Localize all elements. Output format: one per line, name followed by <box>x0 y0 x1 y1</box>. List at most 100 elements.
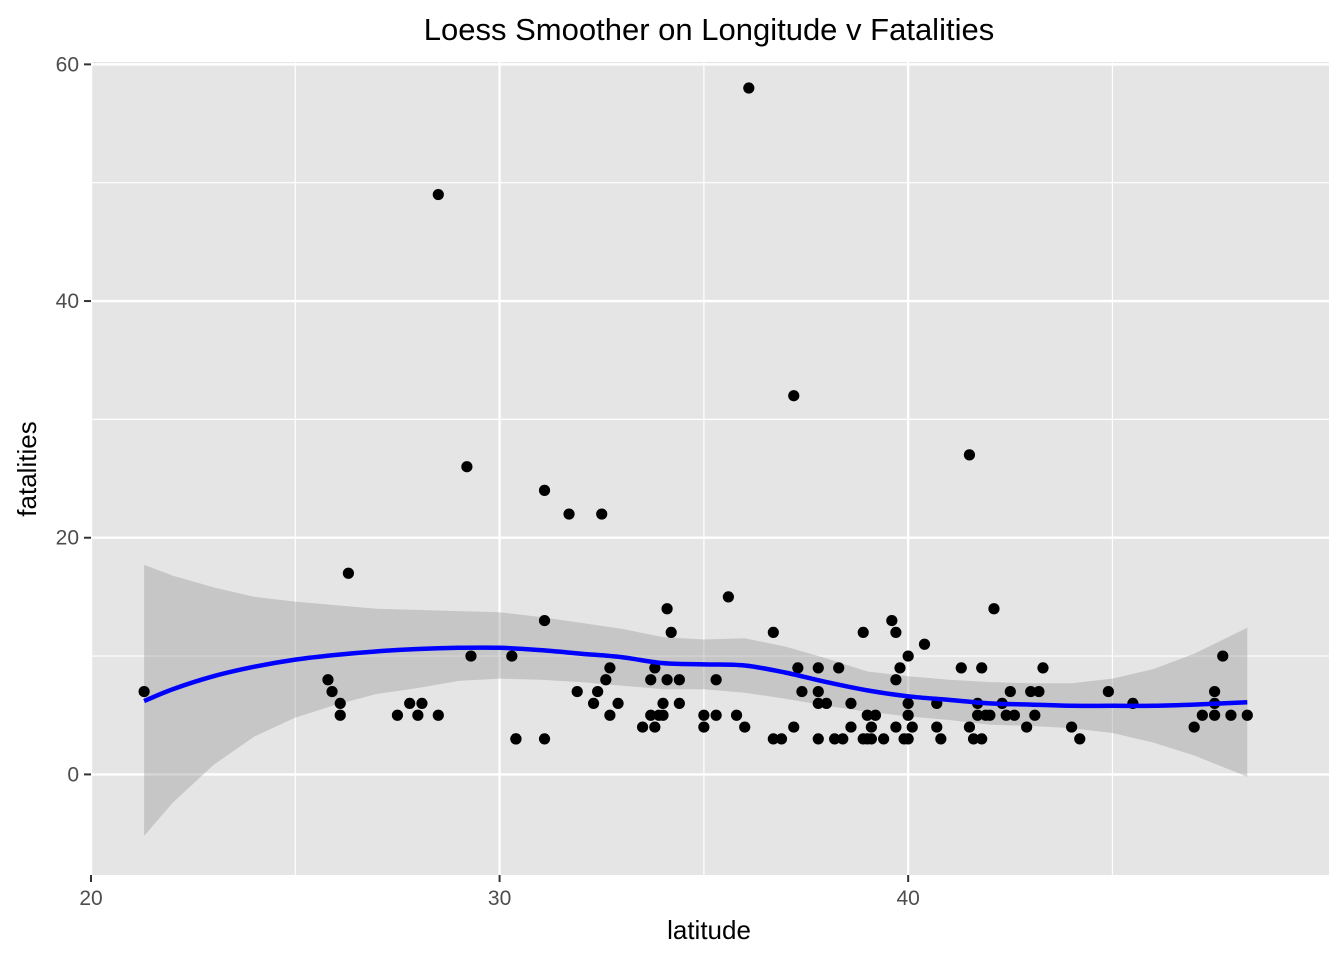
data-point <box>931 721 943 733</box>
data-point <box>829 733 841 745</box>
data-point <box>845 697 857 710</box>
y-tick-label: 20 <box>56 527 79 550</box>
data-point <box>657 709 669 721</box>
data-point <box>538 614 551 627</box>
x-tick-label: 30 <box>488 887 511 910</box>
data-point <box>767 733 779 745</box>
data-point <box>404 697 416 710</box>
data-point <box>645 674 657 686</box>
data-point <box>963 449 976 461</box>
data-point <box>1188 721 1200 733</box>
data-point <box>722 591 734 603</box>
data-point <box>322 674 334 686</box>
data-point <box>1065 721 1078 733</box>
data-point <box>538 484 551 496</box>
x-tick-label: 20 <box>79 887 102 910</box>
x-axis-label: latitude <box>667 915 751 945</box>
y-axis-label: fatalities <box>12 421 42 516</box>
data-point <box>510 733 522 745</box>
y-tick-labels: 0 20 40 60 <box>56 53 79 786</box>
data-point <box>963 721 976 733</box>
data-point <box>571 685 583 698</box>
data-point <box>1225 709 1237 721</box>
loess-line <box>143 645 1248 709</box>
data-point <box>612 697 624 710</box>
axis-ticks <box>84 63 910 882</box>
data-point <box>506 650 518 662</box>
y-tick-label: 40 <box>56 290 79 313</box>
data-point <box>865 733 877 745</box>
smoother-line <box>143 645 1248 709</box>
data-point <box>1241 709 1253 721</box>
data-point <box>432 709 444 721</box>
data-point <box>1021 721 1033 733</box>
data-point <box>1196 709 1208 721</box>
data-point <box>1217 650 1229 662</box>
data-point <box>788 390 800 402</box>
data-point <box>890 721 902 733</box>
data-point <box>649 662 661 674</box>
major-gridlines <box>89 62 1329 875</box>
data-point <box>812 697 824 710</box>
data-point <box>890 674 902 686</box>
data-point <box>1102 685 1114 698</box>
data-point <box>604 662 616 674</box>
data-point <box>710 674 722 686</box>
data-point <box>902 709 914 721</box>
data-point <box>1029 709 1041 721</box>
data-point <box>342 567 355 579</box>
data-point <box>833 662 845 674</box>
data-point <box>710 709 722 721</box>
data-point <box>820 697 833 710</box>
data-point <box>1008 709 1020 721</box>
data-point <box>465 650 477 662</box>
data-point <box>1208 685 1221 698</box>
data-point <box>812 685 824 698</box>
data-point <box>967 733 980 745</box>
data-point <box>739 721 751 733</box>
data-point <box>657 697 669 710</box>
data-point <box>698 721 710 733</box>
data-point <box>673 697 685 710</box>
data-point <box>600 674 612 686</box>
data-point <box>894 662 906 674</box>
data-point <box>902 733 914 745</box>
data-point <box>563 508 575 520</box>
data-point <box>767 626 779 639</box>
y-tick-label: 60 <box>56 53 79 76</box>
data-point <box>416 697 428 710</box>
data-point <box>988 603 1000 615</box>
data-point <box>1000 709 1012 721</box>
data-point <box>698 709 710 721</box>
data-point <box>649 721 661 733</box>
plot-panel <box>91 62 1329 875</box>
data-point <box>861 709 873 721</box>
data-point <box>665 626 677 639</box>
data-point <box>1004 685 1016 698</box>
data-point <box>902 697 914 710</box>
y-tick-label: 0 <box>67 763 79 786</box>
data-point <box>955 662 967 674</box>
data-point <box>918 638 931 650</box>
data-point <box>730 709 743 721</box>
data-point <box>432 188 444 201</box>
data-point <box>878 733 890 745</box>
confidence-band <box>144 564 1248 836</box>
data-point <box>935 733 947 745</box>
data-point <box>1033 685 1045 698</box>
data-point <box>334 697 346 710</box>
data-point <box>906 721 918 733</box>
data-point <box>812 662 824 674</box>
data-point <box>984 709 996 721</box>
data-point <box>661 674 673 686</box>
data-point <box>138 685 150 698</box>
data-point <box>587 697 600 710</box>
data-point <box>538 733 551 745</box>
data-point <box>1037 662 1049 674</box>
data-point <box>972 709 984 721</box>
chart-title: Loess Smoother on Longitude v Fatalities <box>424 12 994 47</box>
data-point <box>645 709 657 721</box>
data-point <box>326 685 338 698</box>
data-point <box>592 685 604 698</box>
